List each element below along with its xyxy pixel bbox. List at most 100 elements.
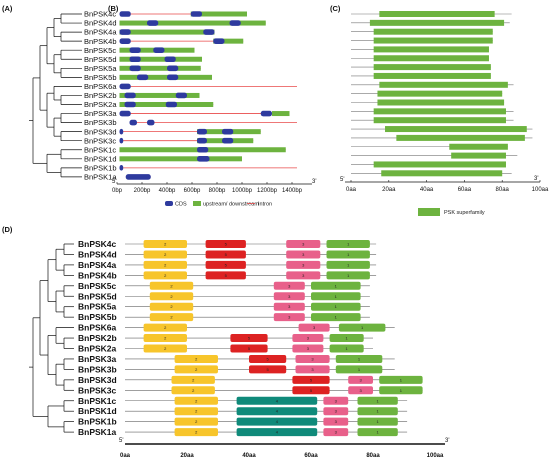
motif-1 (357, 428, 398, 437)
tick-label: 80aa (496, 187, 510, 193)
gene-label: BnPSK4c (78, 239, 117, 249)
legend-psk-label: PSK superfamily (444, 210, 485, 216)
motif-number: 1 (347, 252, 350, 257)
motif-3 (295, 354, 330, 363)
psk-domain (369, 19, 505, 26)
motif-1 (329, 334, 364, 343)
motif-2 (143, 323, 187, 332)
motif-number: 3 (313, 325, 316, 330)
tick-label: 100aa (532, 187, 549, 193)
panel-label-a: (A) (2, 4, 13, 13)
gene-label: BnPSK1b (84, 163, 117, 172)
cds-segment (125, 174, 151, 180)
tick-label: 0aa (120, 453, 131, 459)
tick-label: 80aa (366, 453, 380, 459)
cds-segment (229, 20, 241, 26)
cds-segment (129, 119, 137, 126)
psk-domain (373, 37, 493, 44)
motif-number: 3 (335, 430, 338, 435)
motif-number: 2 (170, 294, 173, 299)
gene-label: BnPSK1a (84, 173, 117, 182)
motif-3 (273, 281, 305, 290)
motif-1 (357, 417, 398, 426)
gene-label: BnPSK4b (78, 270, 117, 280)
motif-number: 2 (170, 304, 173, 309)
gene-label: BnPSK3a (78, 354, 117, 364)
motif-4 (236, 396, 318, 405)
motif-2 (174, 428, 218, 437)
motif-number: 2 (192, 377, 195, 382)
motif-2 (174, 354, 218, 363)
motif-3 (323, 407, 349, 416)
utr-segment (190, 11, 247, 17)
utr-segment (119, 92, 200, 98)
cds-segment (124, 92, 136, 99)
motif-3 (323, 428, 349, 437)
cds-segment (165, 101, 177, 108)
motif-number: 1 (347, 273, 350, 278)
gene-label: BnPSK2a (84, 100, 117, 109)
motif-4 (236, 428, 318, 437)
motif-number: 3 (335, 419, 338, 424)
motif-2 (143, 334, 187, 343)
cds-segment (153, 47, 165, 53)
motif-1 (311, 302, 361, 311)
legend-psk-swatch (418, 208, 440, 216)
gene-label: BnPSK3c (78, 385, 117, 395)
motif-2 (174, 407, 218, 416)
gene-label: BnPSK2a (78, 344, 117, 354)
motif-number: 5 (248, 346, 251, 351)
cds-segment (213, 38, 225, 44)
motif-5 (230, 344, 268, 353)
motif-5 (292, 386, 330, 395)
motif-number: 1 (377, 419, 380, 424)
psk-domain (377, 90, 503, 97)
motif-number: 1 (377, 430, 380, 435)
cds-segment (119, 137, 124, 144)
motif-3 (348, 375, 373, 384)
motif-number: 5 (310, 377, 313, 382)
motif-number: 1 (358, 356, 361, 361)
psk-domain (373, 72, 491, 79)
gene-label: BnPSK5d (78, 291, 117, 301)
gene-label: BnPSK3b (84, 118, 117, 127)
cds-segment (119, 29, 131, 35)
protein-domain-panel: 5' 3' 0aa 20aa 40aa 60aa 80aa 100aa PSK superfam… (340, 11, 549, 216)
tick-label: 0aa (346, 187, 357, 193)
motif-number: 2 (195, 419, 198, 424)
cds-segment (124, 101, 136, 108)
psk-domain (373, 161, 506, 168)
utr-segment (119, 74, 212, 80)
gene-label: BnPSK3d (78, 375, 117, 385)
motif-1 (335, 365, 383, 374)
tick-label: 1000bp (232, 188, 253, 194)
motif-2 (174, 396, 218, 405)
gene-label: BnPSK6a (84, 82, 117, 91)
gene-label: BnPSK1b (78, 417, 117, 427)
cds-segment (167, 74, 179, 81)
panel-label-d: (D) (2, 225, 13, 234)
gene-label: BnPSK3c (84, 136, 116, 145)
gene-label: BnPSK5b (78, 312, 117, 322)
motif-2 (143, 344, 187, 353)
motif-number: 1 (335, 315, 338, 320)
gene-label: BnPSK5a (78, 302, 117, 312)
motif-number: 2 (164, 252, 167, 257)
legend-utr-swatch (193, 201, 201, 206)
motif-3 (273, 313, 305, 322)
gene-label: BnPSK5c (84, 46, 116, 55)
end-5-label: 5' (340, 177, 344, 183)
cds-segment (147, 20, 159, 26)
tick-label: 800bp (209, 188, 226, 194)
gene-labels-bottom: BnPSK4cBnPSK4dBnPSK4aBnPSK4bBnPSK5cBnPSK… (78, 239, 117, 437)
motif-number: 3 (302, 242, 305, 247)
motif-number: 3 (302, 273, 305, 278)
gene-label: BnPSK4d (84, 19, 117, 28)
motif-number: 5 (310, 388, 313, 393)
motif-number: 4 (276, 409, 279, 414)
motif-2 (174, 365, 218, 374)
gene-label: BnPSK4d (78, 249, 117, 259)
gene-label: BnPSK4a (84, 28, 117, 37)
utr-segment (119, 29, 215, 35)
gene-label: BnPSK3a (84, 109, 117, 118)
